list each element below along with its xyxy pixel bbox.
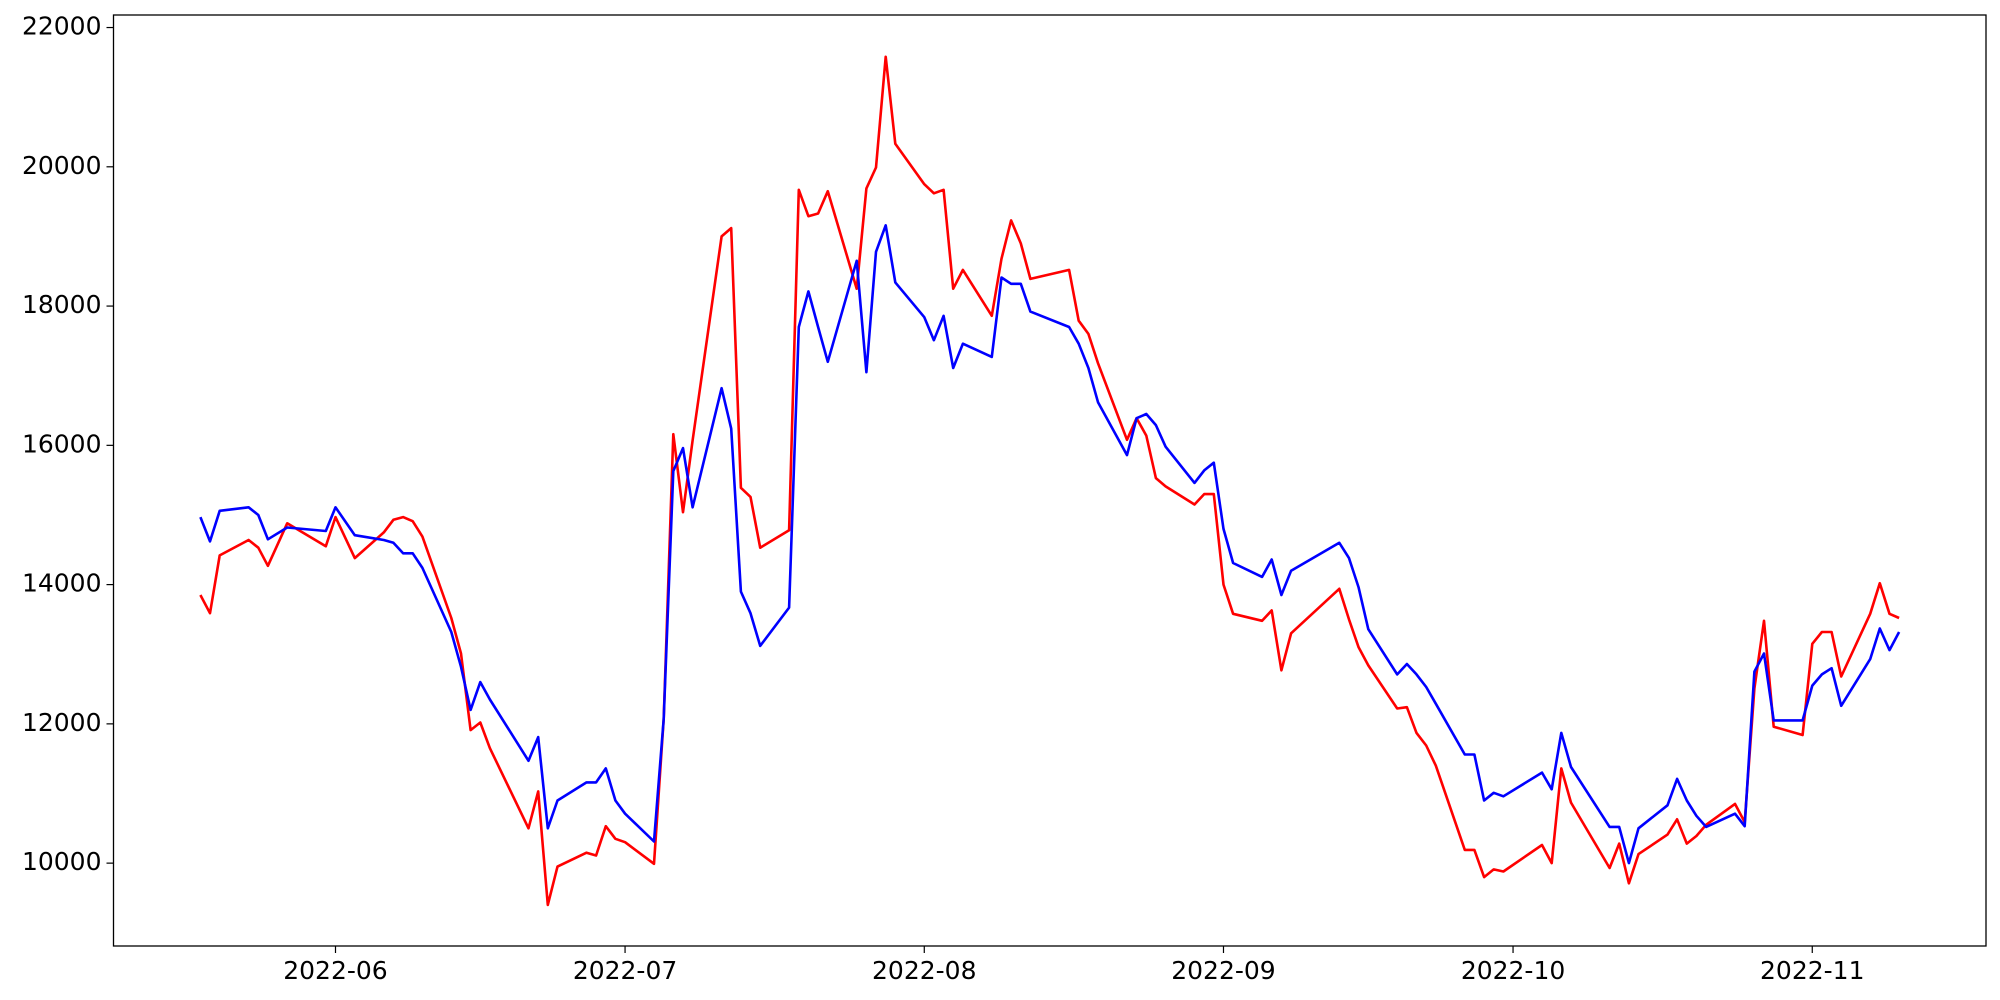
y-tick-label: 12000: [22, 708, 102, 737]
x-tick-label: 2022-07: [573, 956, 677, 985]
y-tick-label: 18000: [22, 290, 102, 319]
x-tick-label: 2022-09: [1171, 956, 1275, 985]
x-tick-label: 2022-08: [872, 956, 976, 985]
y-tick-label: 16000: [22, 429, 102, 458]
x-tick-label: 2022-10: [1461, 956, 1565, 985]
y-tick-label: 14000: [22, 569, 102, 598]
x-tick-label: 2022-11: [1760, 956, 1864, 985]
y-tick-label: 10000: [22, 847, 102, 876]
y-tick-label: 20000: [22, 151, 102, 180]
series-line: [199, 55, 1900, 907]
series-line: [199, 224, 1901, 865]
plot-frame: [112, 14, 1987, 947]
y-tick-label: 22000: [22, 12, 102, 41]
x-tick-label: 2022-06: [283, 956, 387, 985]
